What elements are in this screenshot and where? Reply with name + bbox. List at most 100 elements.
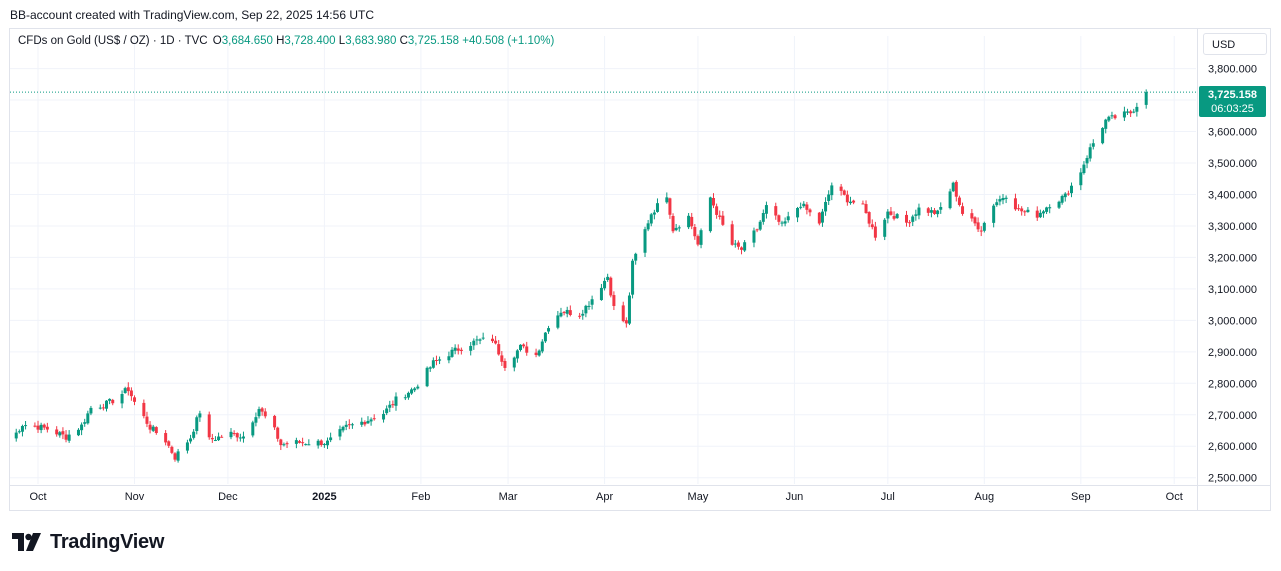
candle (674, 223, 678, 232)
candle (1020, 206, 1024, 216)
candle (217, 432, 221, 442)
candle (995, 198, 999, 207)
candle (808, 208, 812, 217)
candle (926, 206, 930, 217)
candle (167, 440, 171, 448)
candle (777, 214, 781, 226)
open-value: 3,684.650 (221, 35, 273, 47)
candle (889, 207, 893, 216)
candle (276, 426, 280, 442)
candle (282, 442, 286, 447)
candle (319, 439, 323, 447)
candle (783, 217, 787, 227)
time-axis: Oct Nov Dec 2025 Feb Mar Apr May Jun Jul Aug Sep Oct (10, 485, 1270, 503)
candle (1085, 155, 1089, 169)
candle (1132, 108, 1136, 114)
candle (360, 417, 364, 427)
candle (845, 190, 849, 206)
candle (578, 312, 582, 319)
candle (76, 428, 80, 437)
candle (861, 200, 865, 205)
currency-button[interactable]: USD (1203, 33, 1267, 55)
candlestick-series (14, 89, 1148, 463)
candle (406, 391, 410, 400)
x-tick-label: Aug (975, 491, 995, 503)
candle (976, 217, 980, 233)
candle (1110, 111, 1114, 119)
candle (886, 209, 890, 224)
y-tick-label: 3,000.000 (1208, 315, 1257, 327)
candle (382, 410, 386, 423)
candle (301, 437, 305, 447)
candle (447, 351, 451, 364)
candle (456, 344, 460, 355)
candle (743, 240, 747, 253)
candle (83, 418, 87, 427)
chart-grid (10, 36, 1196, 484)
y-tick-label: 3,300.000 (1208, 221, 1257, 233)
candle (391, 400, 395, 408)
y-tick-label: 2,500.000 (1208, 473, 1257, 485)
candle (285, 441, 289, 449)
y-tick-label: 3,100.000 (1208, 284, 1257, 296)
symbol-description[interactable]: CFDs on Gold (US$ / OZ) · 1D · TVC (18, 35, 208, 47)
candle (55, 426, 59, 437)
candle (740, 246, 744, 255)
candle (1079, 168, 1083, 191)
candle (1001, 193, 1005, 205)
candle (730, 220, 734, 246)
candle (1129, 109, 1133, 118)
x-tick-label: Mar (499, 491, 518, 503)
candle (36, 420, 40, 433)
candle (957, 195, 961, 207)
candle (543, 331, 547, 343)
candle (982, 221, 986, 233)
low-value: 3,683.980 (345, 35, 397, 47)
candle (606, 273, 610, 282)
candle (372, 414, 376, 421)
candle (145, 411, 149, 428)
candle (581, 309, 585, 320)
candle (873, 221, 877, 241)
candle (842, 189, 846, 196)
candle (341, 425, 345, 433)
candle (534, 348, 538, 358)
candle (195, 415, 199, 435)
candle (294, 437, 298, 449)
candle (908, 220, 912, 227)
candle (761, 209, 765, 225)
candle (1035, 206, 1039, 221)
candle (251, 420, 255, 438)
candle (646, 219, 650, 232)
candle (220, 434, 224, 438)
candle (961, 202, 965, 216)
candle (1066, 190, 1070, 196)
candle (469, 342, 473, 356)
candle (864, 200, 868, 214)
candle (428, 366, 432, 372)
candle (111, 398, 115, 406)
candle (185, 439, 189, 454)
candle (1107, 115, 1111, 123)
candle (189, 434, 193, 444)
candle (519, 344, 523, 352)
candle (403, 394, 407, 401)
y-tick-label: 2,800.000 (1208, 378, 1257, 390)
candle (929, 207, 933, 218)
candle (1026, 207, 1030, 213)
candle (434, 355, 438, 366)
candle (870, 219, 874, 230)
candle (951, 181, 955, 193)
candle (273, 414, 277, 430)
candle (627, 292, 631, 326)
candle (1113, 114, 1117, 120)
candle (1088, 143, 1092, 162)
candle (883, 218, 887, 241)
candle (652, 209, 656, 220)
candle (1069, 182, 1073, 198)
x-tick-label: Feb (411, 491, 430, 503)
candle (394, 392, 398, 411)
candle (848, 196, 852, 205)
candle (933, 207, 937, 215)
